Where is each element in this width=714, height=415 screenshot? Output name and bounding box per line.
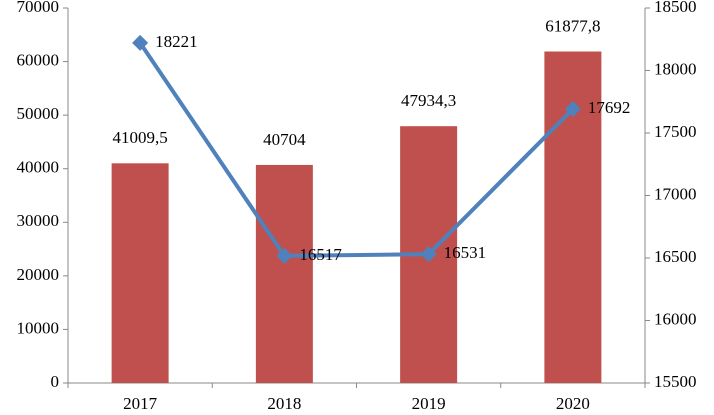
y-tick-label: 10000	[17, 318, 60, 337]
y2-tick-label: 16500	[654, 247, 697, 266]
line-marker	[564, 101, 581, 117]
line-value-label: 18221	[155, 32, 198, 51]
bar-value-label: 40704	[263, 130, 306, 149]
bar-value-label: 41009,5	[113, 128, 168, 147]
line-marker	[132, 34, 149, 51]
bar-value-label: 61877,8	[545, 16, 600, 35]
y-tick-label: 60000	[17, 50, 60, 69]
x-tick-label: 2017	[123, 394, 158, 413]
bar	[111, 163, 169, 383]
y2-tick-label: 15500	[654, 372, 697, 391]
line-marker	[420, 246, 437, 263]
bar-value-label: 47934,3	[401, 91, 456, 110]
line	[138, 41, 575, 258]
x-tick-label: 2018	[267, 394, 301, 413]
y-tick-label: 20000	[17, 265, 60, 284]
y2-tick-label: 18500	[654, 0, 697, 16]
line-value-label: 16517	[299, 245, 342, 264]
y-tick-label: 30000	[17, 211, 60, 230]
y2-tick-label: 17000	[654, 184, 697, 203]
y2-tick-label: 17500	[654, 122, 697, 141]
y-tick-label: 70000	[17, 0, 60, 16]
line-marker	[276, 247, 293, 264]
x-tick-label: 2020	[556, 394, 590, 413]
line-value-label: 17692	[588, 98, 631, 117]
bar	[255, 164, 313, 383]
y-tick-label: 40000	[17, 158, 60, 177]
y-tick-label: 50000	[17, 104, 60, 123]
y2-tick-label: 18000	[654, 59, 697, 78]
y2-tick-label: 16000	[654, 309, 697, 328]
line-value-label: 16531	[444, 243, 487, 262]
y-tick-label: 0	[51, 372, 60, 391]
x-tick-label: 2019	[412, 394, 446, 413]
